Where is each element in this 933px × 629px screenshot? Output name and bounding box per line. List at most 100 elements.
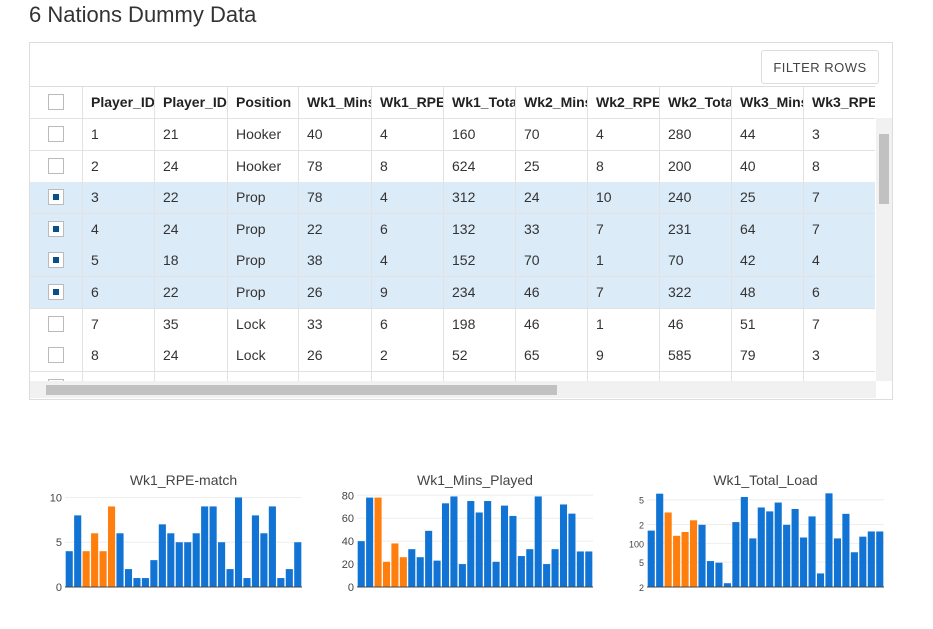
column-header[interactable]: Position	[228, 87, 299, 118]
checkbox-cell	[30, 87, 83, 118]
table-cell: 3	[804, 119, 875, 150]
table-cell: 7	[804, 182, 875, 213]
table-cell: 8	[83, 340, 155, 372]
table-cell: Prop	[228, 277, 299, 308]
column-header[interactable]: Wk2_Mins	[516, 87, 588, 118]
table-cell: 240	[660, 182, 732, 214]
row-checkbox[interactable]	[48, 315, 64, 332]
bar	[568, 513, 576, 587]
scroll-thumb[interactable]	[46, 385, 557, 395]
column-header[interactable]: Wk3_RPE	[804, 87, 875, 118]
bar	[391, 543, 399, 587]
table-cell: 600	[660, 371, 732, 382]
checkbox-cell	[30, 245, 83, 277]
table-cell: 70	[660, 245, 732, 277]
bar	[551, 549, 559, 587]
table-cell: 25	[516, 150, 588, 182]
bar	[647, 530, 655, 587]
table-row: 6 22 Prop 26 9 234 46 7 322 48 6	[30, 277, 875, 309]
table-cell: 42	[732, 245, 804, 277]
column-header[interactable]: Wk2_Total	[660, 87, 732, 118]
bar	[243, 578, 251, 587]
table-cell: 624	[444, 150, 516, 182]
table-cell: Prop	[228, 182, 299, 214]
column-header[interactable]: Wk1_Mins	[299, 87, 372, 118]
column-header[interactable]: Wk1_Total	[444, 87, 516, 118]
horizontal-scrollbar[interactable]	[30, 381, 876, 398]
table-row: 7 35 Lock 33 6 198 46 1 46 51 7	[30, 308, 875, 341]
scroll-thumb[interactable]	[879, 134, 889, 204]
table-cell: 3	[804, 340, 875, 371]
column-header[interactable]: Wk1_RPE	[372, 87, 444, 118]
bar	[425, 530, 433, 587]
table-cell: 7	[588, 213, 660, 245]
bar	[534, 496, 542, 587]
vertical-scrollbar[interactable]	[876, 118, 892, 381]
bar	[757, 507, 765, 587]
row-checkbox[interactable]	[48, 220, 64, 237]
row-checkbox[interactable]	[48, 126, 64, 142]
bar	[82, 551, 90, 587]
table-cell: 10	[588, 371, 660, 382]
bar	[184, 542, 192, 587]
row-checkbox[interactable]	[48, 284, 64, 300]
row-checkbox[interactable]	[48, 378, 64, 382]
column-header[interactable]: Player_ID	[83, 87, 155, 118]
table-cell: 24	[155, 213, 228, 245]
column-header[interactable]: Wk3_Mins	[732, 87, 804, 118]
column-header[interactable]: Wk2_RPE	[588, 87, 660, 118]
y-tick-label: 20	[342, 559, 354, 571]
bar	[408, 549, 416, 587]
bar	[689, 520, 698, 587]
table-cell: 2	[83, 150, 155, 182]
select-all-checkbox[interactable]	[48, 94, 64, 110]
table-cell: 65	[516, 340, 588, 372]
table-cell: 26	[299, 277, 372, 308]
data-table: FILTER ROWS Player_ID Player_ID_ Position W…	[29, 42, 893, 400]
bar	[175, 542, 183, 587]
table-cell: 7	[588, 277, 660, 308]
table-cell: 22	[299, 213, 372, 245]
bar	[124, 569, 133, 587]
y-tick-label: 60	[342, 513, 354, 525]
row-checkbox[interactable]	[48, 157, 64, 174]
chart-title: Wk1_Total_Load	[713, 472, 817, 488]
bar	[201, 506, 209, 587]
y-tick-label: 5	[56, 537, 62, 549]
table-cell: 280	[660, 119, 732, 150]
bar	[698, 524, 706, 587]
y-tick-label: 2	[639, 521, 644, 531]
y-tick-label: 40	[342, 536, 354, 548]
bar	[664, 512, 672, 587]
bar	[141, 578, 149, 587]
bar	[749, 538, 757, 587]
table-cell: 9	[372, 277, 444, 308]
table-cell: 4	[804, 245, 875, 276]
bar	[825, 493, 833, 587]
table-cell: 25	[732, 182, 804, 214]
column-header[interactable]: Player_ID_	[155, 87, 228, 118]
bar	[517, 556, 525, 587]
y-tick-label: 0	[348, 582, 354, 594]
table-cell: 22	[155, 371, 228, 382]
filter-button[interactable]: FILTER ROWS	[761, 50, 879, 84]
table-cell: 4	[372, 119, 444, 150]
row-checkbox[interactable]	[48, 252, 64, 269]
row-checkbox[interactable]	[48, 189, 64, 206]
row-checkbox[interactable]	[48, 347, 64, 364]
bar	[850, 552, 858, 587]
bar	[681, 531, 689, 587]
table-cell: 8	[804, 151, 875, 182]
table-cell: 3	[83, 182, 155, 214]
bar	[706, 561, 715, 587]
bar	[509, 515, 517, 587]
y-tick-label: 5	[639, 558, 644, 568]
y-tick-label: 80	[342, 490, 354, 502]
table-cell: 5	[83, 245, 155, 277]
bar	[218, 542, 226, 587]
bar	[783, 524, 791, 587]
bar	[234, 497, 243, 587]
table-cell: 6	[804, 277, 875, 308]
checkbox-cell	[30, 119, 83, 150]
